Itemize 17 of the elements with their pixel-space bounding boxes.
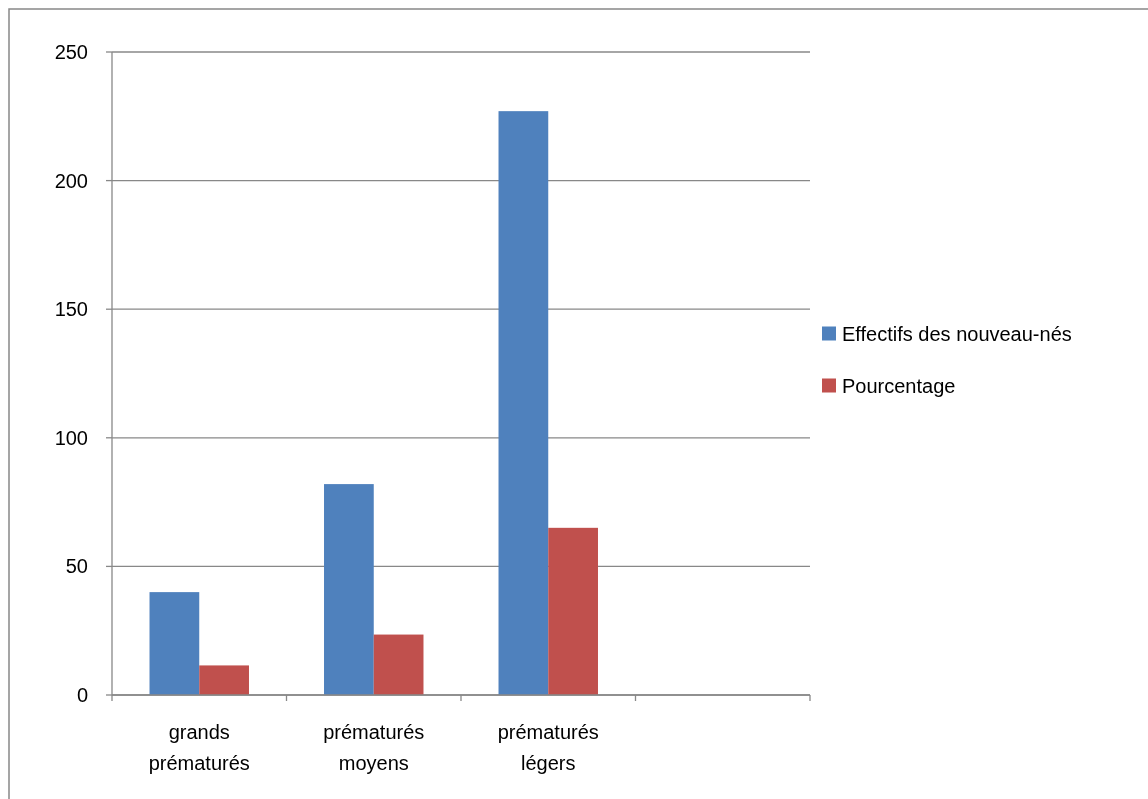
- x-tick-label: grands prématurés: [148, 721, 250, 774]
- y-tick-label: 0: [76, 684, 88, 706]
- y-tick-label: 100: [54, 426, 88, 449]
- x-tick-label: prématurés légers: [497, 721, 599, 774]
- y-tick-label: 150: [54, 298, 88, 321]
- y-tick-label: 200: [54, 169, 88, 192]
- bar: [199, 665, 249, 695]
- bar: [324, 484, 374, 695]
- legend-label: Effectifs des nouveau-nés: [842, 322, 1072, 345]
- bar: [548, 527, 598, 695]
- y-tick-label: 250: [54, 41, 88, 63]
- legend-label: Pourcentage: [842, 374, 956, 397]
- bar: [498, 111, 549, 695]
- y-tick-label: 50: [65, 555, 88, 578]
- x-tick-label: prématurés moyens: [323, 721, 425, 774]
- bar: [373, 634, 424, 695]
- bar: [149, 592, 200, 695]
